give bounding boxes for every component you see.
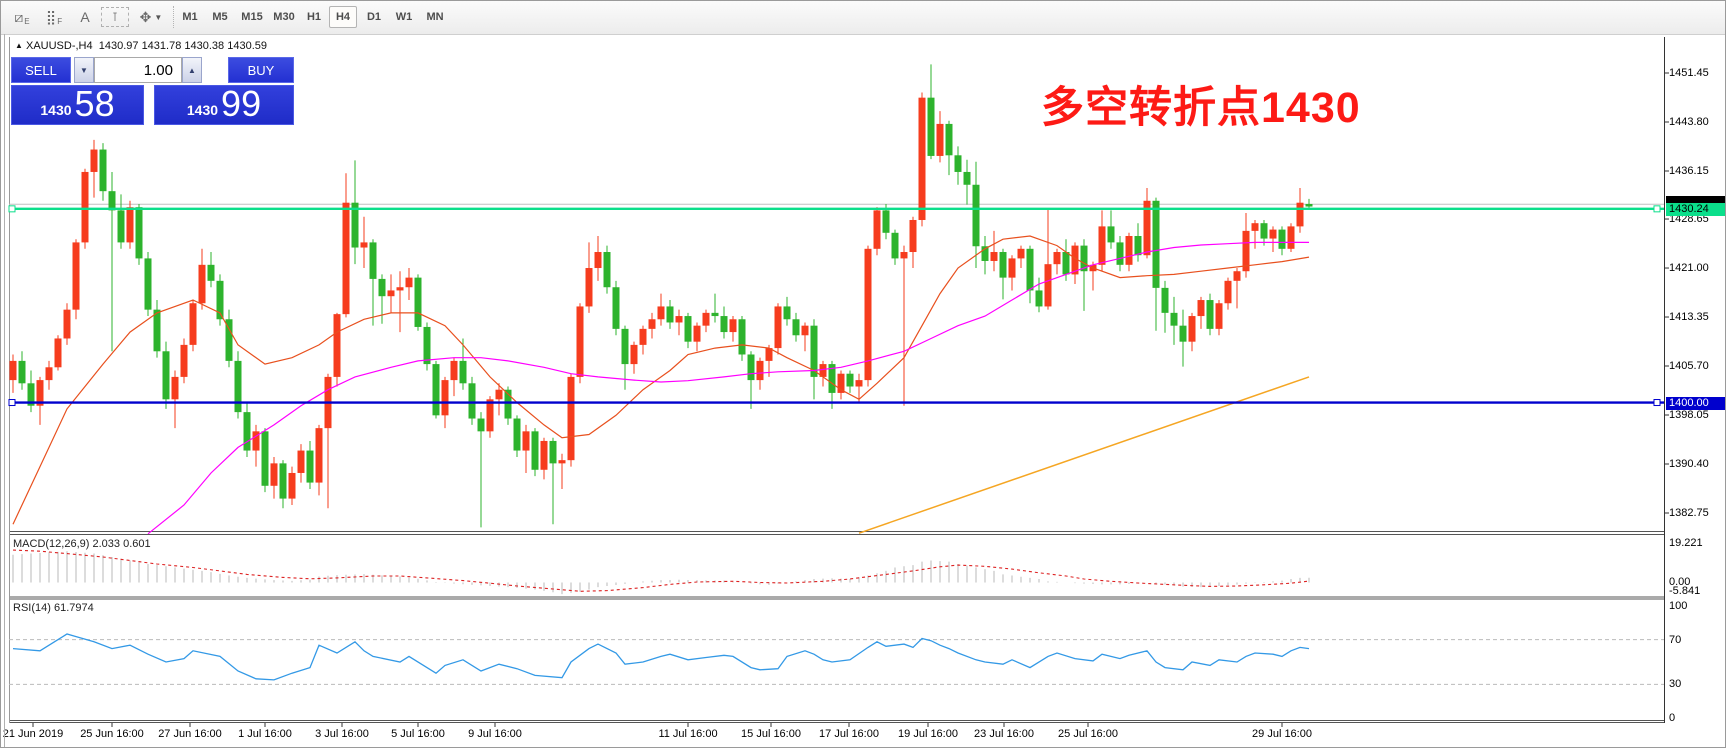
time-axis-label: 15 Jul 16:00 xyxy=(741,728,801,740)
sell-price-panel[interactable]: 1430 58 xyxy=(11,85,144,125)
macd-label: MACD(12,26,9) 2.033 0.601 xyxy=(13,538,151,550)
symbol-title: XAUUSD-,H4 xyxy=(25,40,93,52)
text-icon[interactable]: A xyxy=(80,9,90,25)
rsi-axis-label: 0 xyxy=(1669,712,1676,724)
price-marker-label: 1430.24 xyxy=(1666,202,1725,216)
sell-button[interactable]: SELL xyxy=(11,57,71,83)
time-axis-label: 21 Jun 2019 xyxy=(2,728,64,740)
macd-axis-label: -5.841 xyxy=(1669,585,1701,597)
buy-price-pips: 99 xyxy=(221,83,262,124)
current-price-marker xyxy=(1666,196,1725,207)
rsi-axis-label: 30 xyxy=(1669,678,1682,690)
time-axis-label: 9 Jul 16:00 xyxy=(468,728,522,740)
buy-button[interactable]: BUY xyxy=(228,57,294,83)
chevron-down-icon: ▼ xyxy=(154,12,163,22)
time-axis-label: 11 Jul 16:00 xyxy=(658,728,718,740)
price-tick-label: 1390.40 xyxy=(1669,458,1709,470)
chart-header: ▲ XAUUSD-,H4 1430.97 1431.78 1430.38 143… xyxy=(15,40,267,52)
macd-axis-label: 0.00 xyxy=(1669,576,1691,588)
buy-price-main: 1430 xyxy=(186,102,219,118)
chart-annotation-text: 多空转折点1430 xyxy=(1041,84,1361,132)
volume-input[interactable]: 1.00 xyxy=(94,57,182,83)
volume-decrement-button[interactable]: ▼ xyxy=(74,57,94,83)
tab-timeframe-d1[interactable]: D1 xyxy=(366,11,382,23)
price-tick-label: 1405.70 xyxy=(1669,360,1709,372)
ohlc-close: 1430.59 xyxy=(227,40,267,52)
grid-icon-sub: F xyxy=(57,16,63,26)
price-tick-label: 1451.45 xyxy=(1669,67,1709,79)
time-axis-label: 19 Jul 16:00 xyxy=(898,728,958,740)
price-tick-label: 1398.05 xyxy=(1669,409,1709,421)
time-axis-label: 5 Jul 16:00 xyxy=(391,728,445,740)
time-axis-label: 27 Jun 16:00 xyxy=(158,728,222,740)
time-axis-label: 3 Jul 16:00 xyxy=(315,728,369,740)
sell-price-main: 1430 xyxy=(40,102,72,118)
volume-increment-button[interactable]: ▲ xyxy=(182,57,202,83)
price-marker-label: 1400.00 xyxy=(1666,396,1725,410)
price-tick-label: 1421.00 xyxy=(1669,262,1709,275)
rsi-label: RSI(14) 61.7974 xyxy=(13,602,94,614)
tab-timeframe-mn[interactable]: MN xyxy=(426,11,444,23)
ohlc-high: 1431.78 xyxy=(141,40,182,52)
rsi-axis-label: 70 xyxy=(1669,634,1682,646)
arrows-icon[interactable]: ✥ ▼ xyxy=(139,8,163,25)
sell-price-pips: 58 xyxy=(74,83,115,124)
price-tick-label: 1443.80 xyxy=(1669,115,1709,128)
collapse-triangle-icon[interactable]: ▲ xyxy=(15,41,23,50)
time-axis-label: 25 Jul 16:00 xyxy=(1058,728,1118,740)
grid-icon[interactable]: ⣿ F xyxy=(45,8,63,26)
rsi-axis-label: 100 xyxy=(1669,600,1688,612)
toolbar: ⧄ E ⣿ F A ⊺ ✥ ▼ M1 M5 M15 M30 H1 H4 D1 W1 M… xyxy=(1,1,1725,35)
time-axis-label: 23 Jul 16:00 xyxy=(974,728,1034,740)
tab-timeframe-h4[interactable]: H4 xyxy=(329,6,357,28)
tab-timeframe-m15[interactable]: M15 xyxy=(241,11,263,23)
draw-lines-icon-sub: E xyxy=(24,16,30,26)
ohlc-open: 1430.97 xyxy=(98,40,139,52)
price-tick-label: 1436.15 xyxy=(1669,164,1709,177)
draw-lines-icon[interactable]: ⧄ E xyxy=(14,8,30,26)
price-tick-label: 1382.75 xyxy=(1669,507,1709,519)
tab-timeframe-w1[interactable]: W1 xyxy=(395,11,413,23)
tab-timeframe-h1[interactable]: H1 xyxy=(306,11,322,23)
toolbar-separator xyxy=(173,6,175,28)
label-icon[interactable]: ⊺ xyxy=(101,7,129,27)
tab-timeframe-m1[interactable]: M1 xyxy=(182,11,198,23)
buy-price-panel[interactable]: 1430 99 xyxy=(154,85,294,125)
macd-value-main: 2.033 xyxy=(92,538,121,550)
ohlc-low: 1430.38 xyxy=(184,40,225,52)
macd-value-signal: 0.601 xyxy=(123,538,151,550)
time-axis-label: 1 Jul 16:00 xyxy=(238,728,292,740)
macd-axis-label: 19.221 xyxy=(1669,537,1703,549)
time-axis-label: 29 Jul 16:00 xyxy=(1252,728,1312,740)
time-axis-label: 25 Jun 16:00 xyxy=(80,728,144,740)
tab-timeframe-m5[interactable]: M5 xyxy=(212,11,228,23)
price-tick-label: 1413.35 xyxy=(1669,311,1709,324)
price-tick-label: 1428.65 xyxy=(1669,213,1709,226)
tab-timeframe-m30[interactable]: M30 xyxy=(273,11,295,23)
time-axis-label: 17 Jul 16:00 xyxy=(819,728,879,740)
